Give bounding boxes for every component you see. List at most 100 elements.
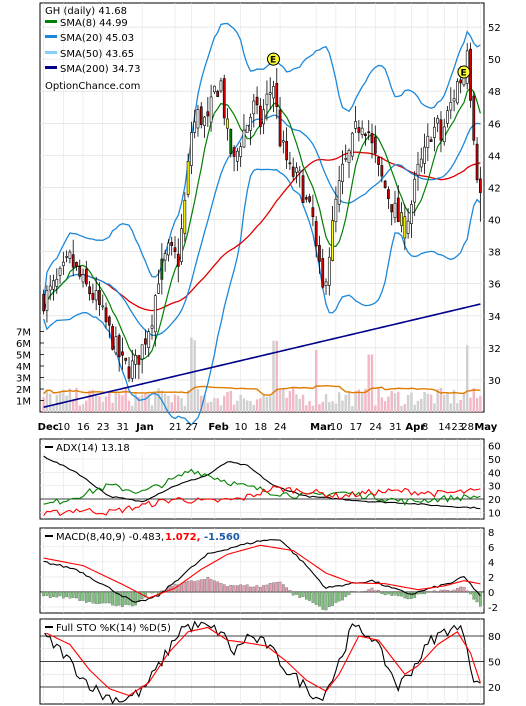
price-tick-label: 52 xyxy=(488,23,501,34)
candle-body xyxy=(439,119,443,141)
volume-bar xyxy=(374,405,377,412)
macd-histogram-bar xyxy=(226,586,229,593)
candle-body xyxy=(242,129,246,148)
sma20-line xyxy=(43,114,481,337)
macd-histogram-bar xyxy=(153,591,157,593)
volume-bar xyxy=(472,388,476,412)
volume-bar xyxy=(203,394,206,412)
candle-body xyxy=(91,293,95,300)
candle-body xyxy=(410,204,413,225)
x-tick-label: 18 xyxy=(254,422,267,433)
macd-histogram-bar xyxy=(111,591,114,606)
volume-bar xyxy=(58,392,62,412)
volume-bar xyxy=(331,401,334,412)
candle-body xyxy=(301,175,305,203)
candle-body xyxy=(390,204,394,213)
x-tick-label: 10 xyxy=(330,422,343,433)
volume-bar xyxy=(456,403,459,412)
macd-histogram-bar xyxy=(186,581,190,593)
volume-bar xyxy=(262,394,265,412)
macd-histogram-bar xyxy=(308,591,311,601)
volume-bar xyxy=(426,393,430,412)
volume-bar xyxy=(298,398,301,412)
candle-body xyxy=(308,196,311,202)
candle-body xyxy=(58,267,62,276)
x-tick-label: 16 xyxy=(77,422,90,433)
macd-histogram-bar xyxy=(199,579,203,593)
macd-histogram-bar xyxy=(55,591,59,598)
candle-body xyxy=(272,86,275,99)
macd-signal-value: 1.072, xyxy=(165,532,200,543)
volume-bar xyxy=(344,394,347,412)
macd-histogram-bar xyxy=(81,591,85,601)
candle-body xyxy=(341,163,344,182)
candle-body xyxy=(321,258,325,288)
candle-body xyxy=(426,135,430,148)
candle-body xyxy=(295,167,298,173)
candle-body xyxy=(114,336,118,354)
macd-histogram-bar xyxy=(478,591,482,607)
volume-bar xyxy=(150,405,154,412)
candle-body xyxy=(160,258,164,280)
volume-bar xyxy=(242,398,246,412)
volume-bar xyxy=(71,400,75,412)
macd-tick-label: 8 xyxy=(488,528,494,539)
macd-histogram-bar xyxy=(311,591,315,603)
macd-histogram-bar xyxy=(144,591,147,598)
macd-histogram-bar xyxy=(114,591,118,607)
candle-body xyxy=(45,290,49,311)
volume-bar xyxy=(347,392,351,412)
macd-histogram-bar xyxy=(406,591,410,600)
macd-histogram-bar xyxy=(239,584,243,593)
candle-body xyxy=(130,360,134,379)
volume-bar xyxy=(45,390,49,412)
macd-histogram-bar xyxy=(278,581,282,593)
volume-bar xyxy=(337,392,341,412)
volume-bar xyxy=(81,404,85,412)
volume-bar xyxy=(475,398,479,412)
volume-bar xyxy=(377,388,380,412)
candle-body xyxy=(462,77,466,86)
volume-bar xyxy=(180,398,183,412)
volume-bar xyxy=(259,398,262,412)
volume-bar xyxy=(268,396,272,412)
macd-histogram-bar xyxy=(360,591,364,593)
volume-bar xyxy=(364,388,367,412)
candle-body xyxy=(75,262,78,267)
volume-bar xyxy=(423,392,426,412)
volume-bar xyxy=(275,340,279,412)
macd-histogram-bar xyxy=(304,591,308,600)
candle-body xyxy=(452,98,456,102)
volume-bar xyxy=(459,399,462,412)
volume-bar xyxy=(328,402,331,412)
macd-histogram-bar xyxy=(281,584,285,593)
x-tick-label: 31 xyxy=(116,422,129,433)
candle-body xyxy=(472,95,476,141)
price-tick-label: 44 xyxy=(488,151,501,162)
volume-bar xyxy=(383,401,387,412)
volume-bar xyxy=(436,389,439,412)
volume-bar xyxy=(301,394,305,412)
volume-bar xyxy=(85,400,88,412)
macd-histogram-bar xyxy=(295,591,298,595)
volume-bar xyxy=(265,396,269,412)
legend-swatch-sma200 xyxy=(45,66,57,69)
candle-body xyxy=(203,116,206,126)
x-tick-label: Feb xyxy=(208,422,228,433)
candle-body xyxy=(213,85,216,93)
macd-histogram-bar xyxy=(344,591,348,597)
sto-tick-label: 80 xyxy=(488,632,501,643)
volume-bar xyxy=(318,404,321,412)
adx-tick-label: 10 xyxy=(488,508,501,519)
candle-body xyxy=(304,197,308,200)
macd-histogram-bar xyxy=(400,591,403,597)
candle-body xyxy=(252,100,256,115)
volume-bar xyxy=(104,396,108,412)
candle-body xyxy=(285,141,288,161)
volume-bar xyxy=(216,398,219,412)
candle-body xyxy=(364,133,367,136)
macd-histogram-bar xyxy=(396,591,400,597)
earnings-marker-icon xyxy=(457,65,471,79)
macd-histogram-bar xyxy=(65,591,69,598)
macd-histogram-bar xyxy=(380,591,384,594)
